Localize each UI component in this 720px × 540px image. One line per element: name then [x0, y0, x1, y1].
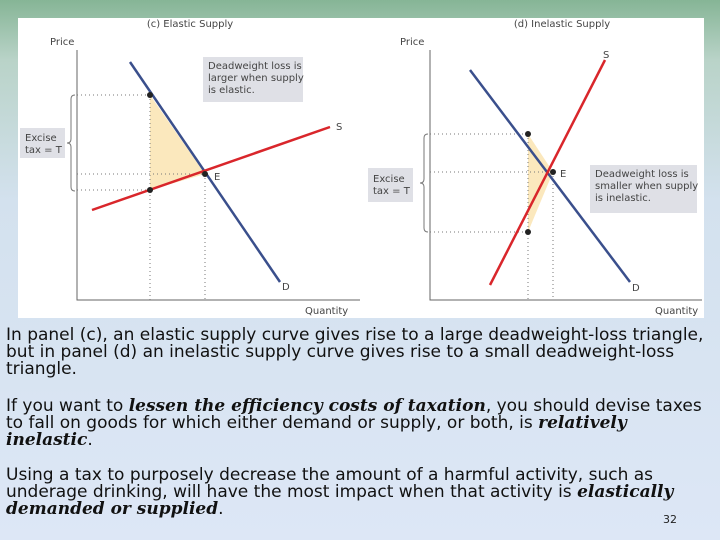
supply-label: S [336, 122, 342, 133]
y-axis-label: Price [400, 37, 424, 48]
guides [77, 94, 206, 300]
panel-title: (d) Inelastic Supply [514, 19, 610, 30]
panel-d: (d) Inelastic Supply Price Quantity S D … [368, 19, 702, 317]
callout-box [590, 165, 697, 213]
x-axis-label: Quantity [655, 306, 698, 317]
callout: Deadweight loss is larger when supply is e… [208, 61, 304, 96]
panel-c: (c) Elastic Supply Price Quantity S D E … [20, 19, 360, 317]
equilibrium-label: E [560, 169, 566, 180]
text: . [87, 430, 93, 450]
point [550, 169, 556, 175]
axes [76, 50, 360, 301]
deadweight-loss [150, 95, 205, 190]
supply-curve [488, 59, 607, 286]
deadweight-loss [528, 134, 553, 232]
tax-label: Excise tax = T [373, 174, 411, 197]
axes [429, 50, 702, 301]
brace [66, 94, 76, 192]
brace [419, 133, 429, 233]
page-number: 32 [663, 513, 677, 526]
text: . [218, 499, 224, 519]
tax-box [20, 128, 65, 158]
point [525, 131, 531, 137]
text: Using a tax to purposely decrease the am… [6, 465, 654, 502]
figure-bg [18, 18, 704, 318]
guides [430, 133, 554, 300]
point [202, 171, 208, 177]
panel-title: (c) Elastic Supply [147, 19, 233, 30]
point [147, 187, 153, 193]
emphasis: elastically demanded or supplied [6, 482, 674, 519]
tax-box [368, 168, 413, 202]
x-axis-label: Quantity [305, 306, 348, 317]
supply-label: S [603, 50, 609, 61]
y-axis-label: Price [50, 37, 74, 48]
point [525, 229, 531, 235]
text: If you want to [6, 396, 129, 416]
demand-label: D [632, 283, 640, 294]
tax-label: Excise tax = T [25, 133, 63, 156]
equilibrium-label: E [214, 172, 220, 183]
text: , you should devise taxes to fall on goo… [6, 396, 702, 433]
emphasis: lessen the efficiency costs of taxation [128, 396, 486, 416]
paragraph: Using a tax to purposely decrease the am… [6, 467, 712, 518]
text: In panel (c), an elastic supply curve gi… [6, 325, 704, 379]
demand-label: D [282, 282, 290, 293]
point [147, 92, 153, 98]
demand-curve [469, 69, 631, 283]
callout-box [203, 57, 303, 102]
supply-curve [91, 125, 331, 212]
paragraph: In panel (c), an elastic supply curve gi… [6, 327, 712, 378]
callout: Deadweight loss is smaller when supply is … [595, 169, 698, 204]
figure: (c) Elastic Supply Price Quantity S D E … [18, 18, 704, 318]
paragraph: If you want to lessen the efficiency cos… [6, 398, 712, 449]
emphasis: relatively inelastic [6, 413, 627, 450]
